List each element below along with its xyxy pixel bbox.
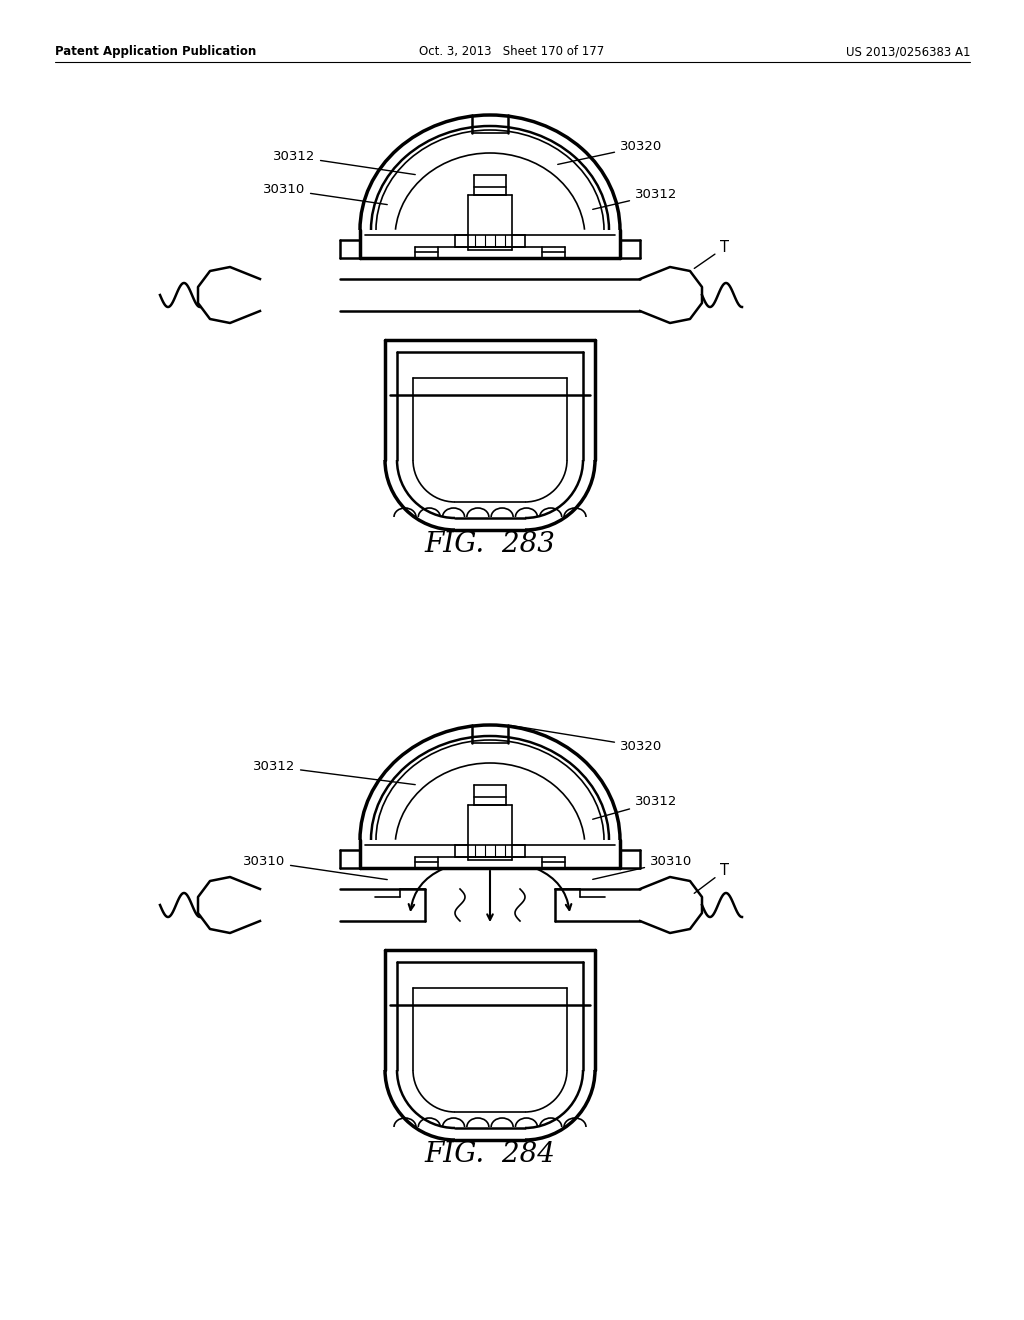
Text: 30320: 30320 [511, 726, 663, 752]
Text: 30312: 30312 [593, 795, 677, 820]
Text: FIG.  283: FIG. 283 [425, 532, 555, 558]
Text: 30310: 30310 [263, 183, 387, 205]
Text: 30312: 30312 [593, 187, 677, 210]
Text: US 2013/0256383 A1: US 2013/0256383 A1 [846, 45, 970, 58]
Text: Patent Application Publication: Patent Application Publication [55, 45, 256, 58]
Text: 30312: 30312 [272, 150, 416, 174]
Text: 30310: 30310 [243, 855, 387, 879]
Text: T: T [694, 863, 729, 894]
Text: 30312: 30312 [253, 760, 416, 784]
Text: 30320: 30320 [558, 140, 663, 165]
Text: Oct. 3, 2013   Sheet 170 of 177: Oct. 3, 2013 Sheet 170 of 177 [420, 45, 604, 58]
Text: FIG.  284: FIG. 284 [425, 1142, 555, 1168]
Text: T: T [694, 240, 729, 268]
Text: 30310: 30310 [593, 855, 692, 879]
